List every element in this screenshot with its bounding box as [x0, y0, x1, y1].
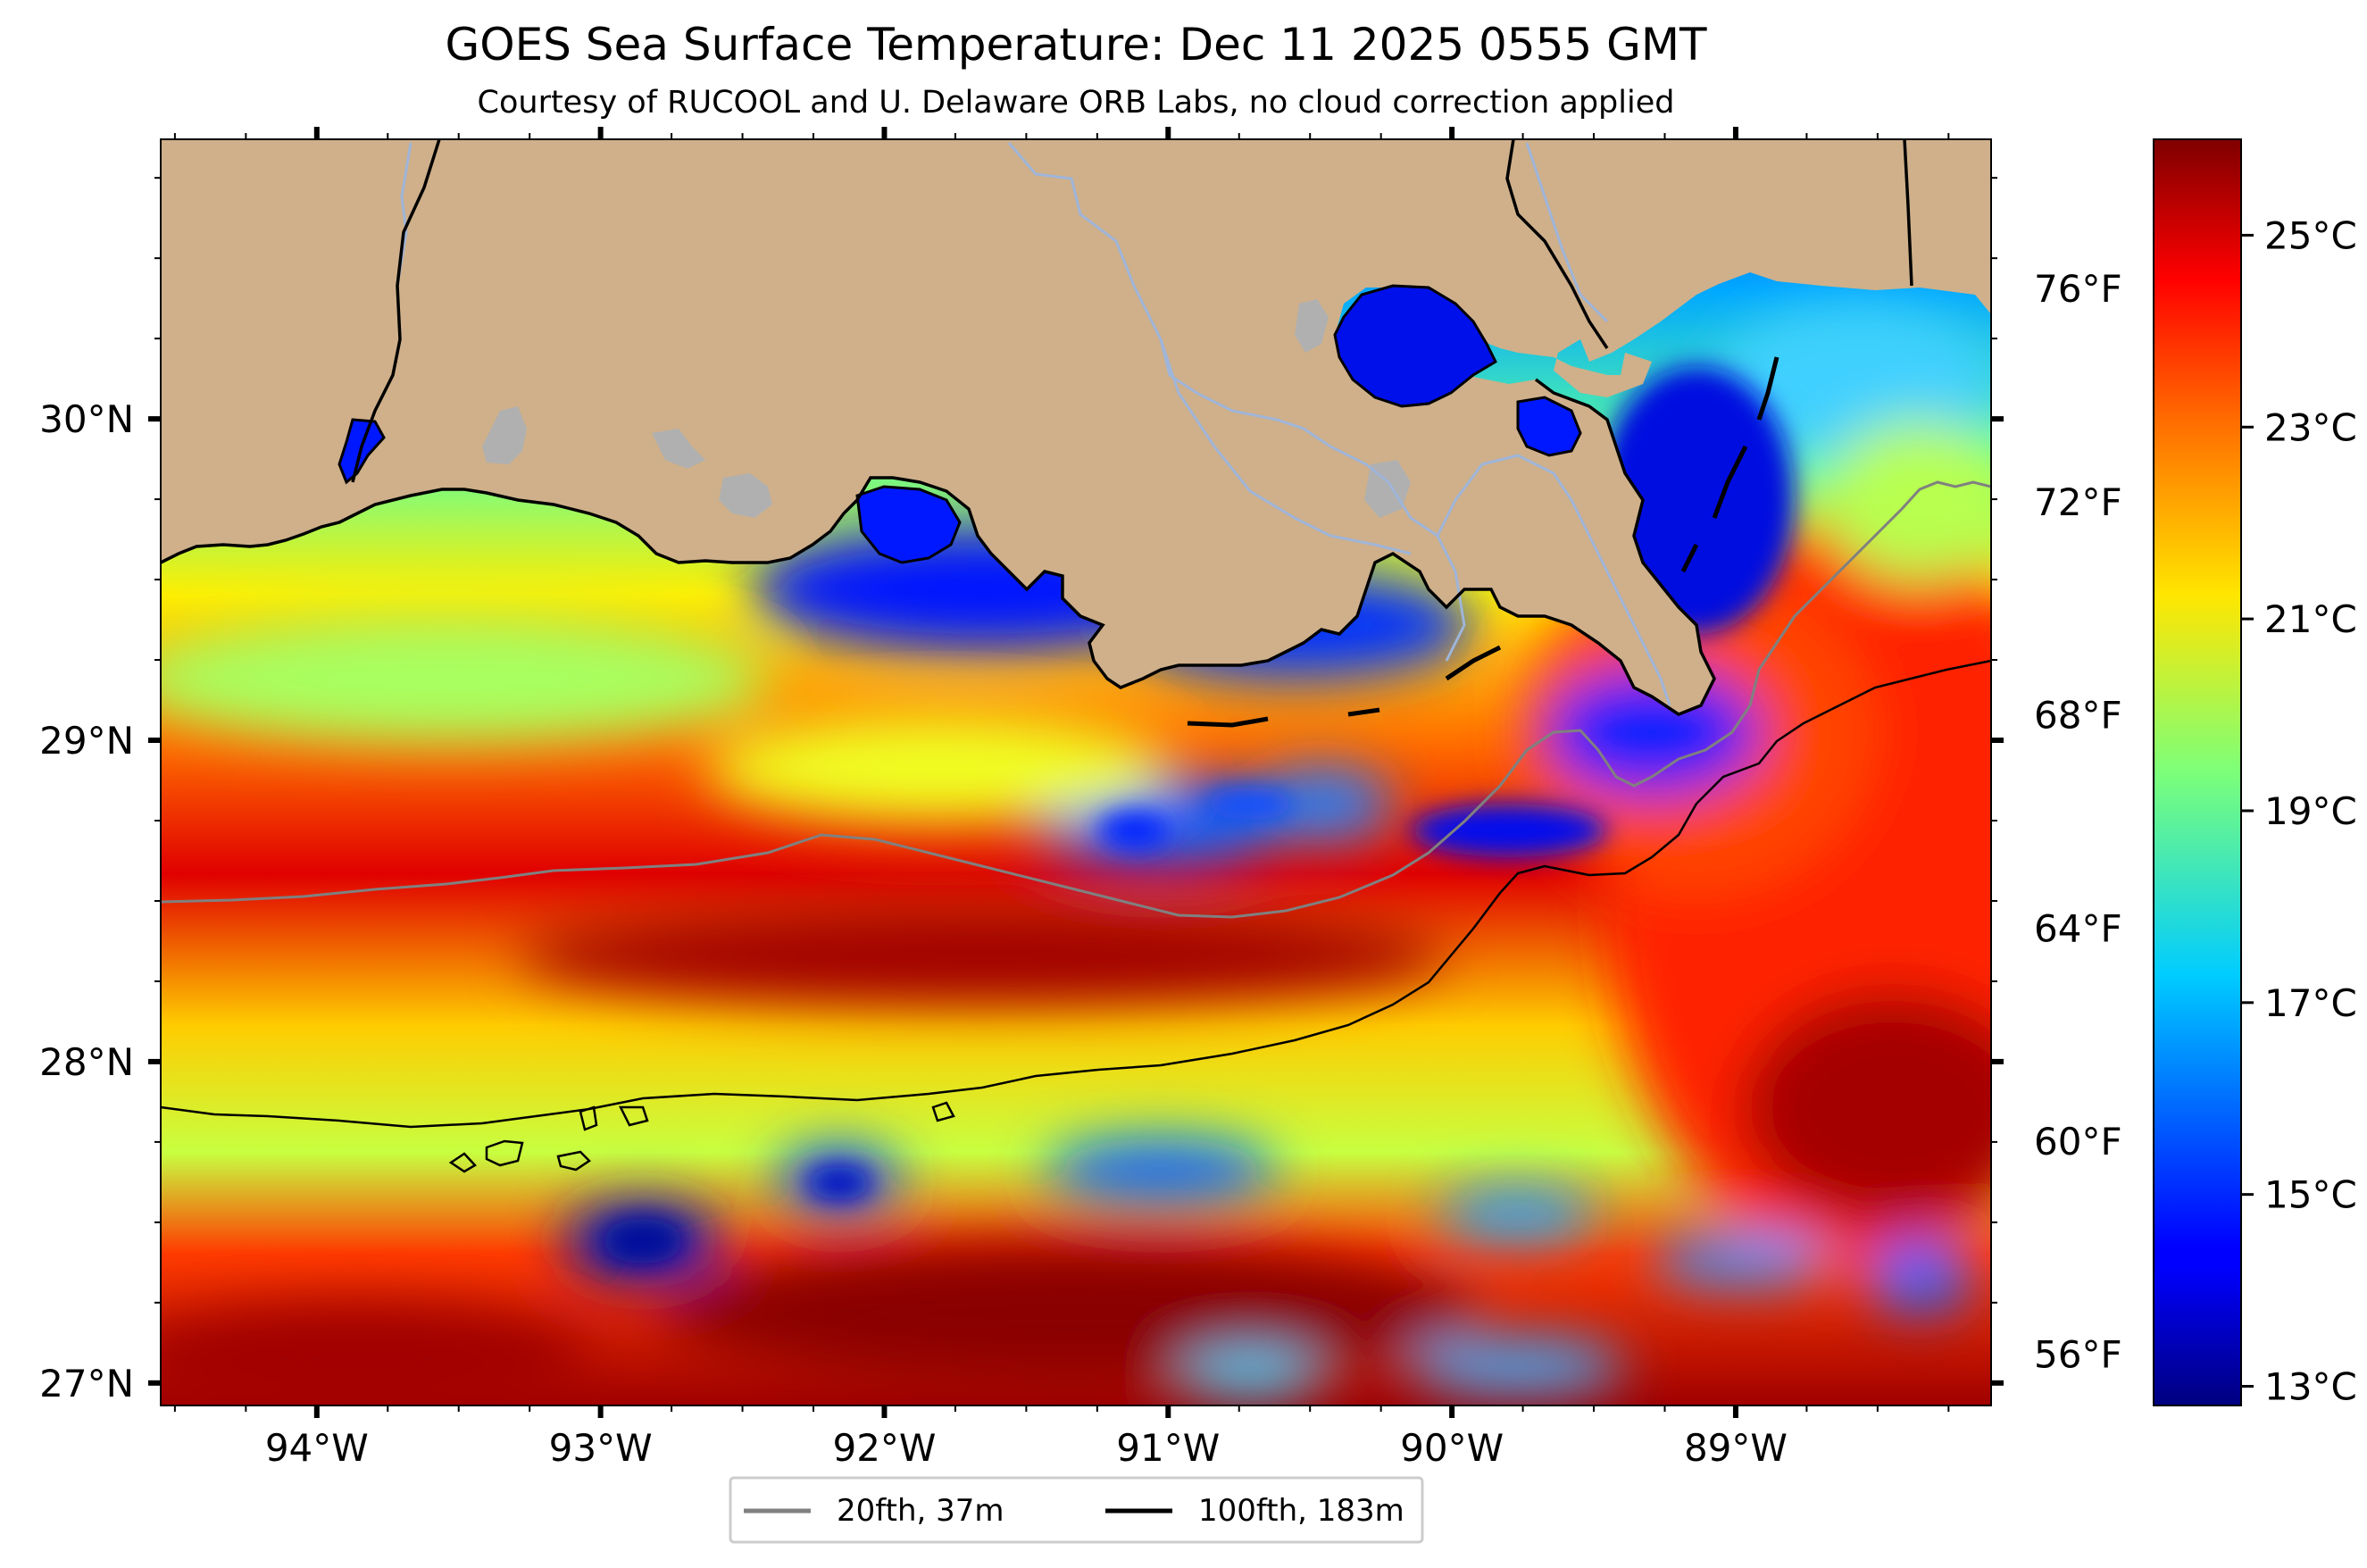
fahrenheit-tick-label: 60°F — [2034, 1120, 2122, 1163]
barrier-islands — [1187, 356, 1779, 728]
legend-label-20fth: 20fth, 37m — [837, 1493, 1004, 1529]
map-axes — [148, 127, 2004, 1418]
contour-100fth — [161, 659, 1991, 1129]
inland-lakes — [482, 299, 1411, 518]
lat-tick-label: 28°N — [39, 1040, 134, 1084]
lon-tick-label: 93°W — [549, 1426, 653, 1470]
fahrenheit-tick-label: 56°F — [2034, 1333, 2122, 1377]
lon-tick-label: 94°W — [265, 1426, 369, 1470]
lat-tick-label: 27°N — [39, 1362, 134, 1405]
legend-label-100fth: 100fth, 183m — [1198, 1493, 1404, 1529]
celsius-tick-label: 19°C — [2264, 789, 2357, 833]
celsius-tick-label: 25°C — [2264, 213, 2357, 257]
state-border-east — [1505, 139, 1609, 349]
celsius-tick-label: 13°C — [2264, 1365, 2357, 1409]
fahrenheit-tick-label: 72°F — [2034, 480, 2122, 524]
fahrenheit-tick-label: 76°F — [2034, 267, 2122, 311]
lat-tick-label: 30°N — [39, 397, 134, 441]
lat-tick-label: 29°N — [39, 719, 134, 763]
map-subtitle: Courtesy of RUCOOL and U. Delaware ORB L… — [478, 85, 1675, 121]
vermilion-bay — [855, 485, 962, 564]
map-frame — [160, 138, 1992, 1406]
lake-borgne — [1516, 396, 1582, 457]
celsius-tick-label: 15°C — [2264, 1173, 2357, 1217]
coastline — [161, 378, 1716, 716]
land-mass — [161, 139, 1991, 714]
map-panel — [161, 139, 1991, 1405]
state-border — [351, 139, 441, 483]
legend: 20fth, 37m 100fth, 183m — [729, 1476, 1424, 1544]
celsius-tick-label: 21°C — [2264, 597, 2357, 641]
celsius-tick-label: 23°C — [2264, 405, 2357, 449]
lake-pontchartrain — [1333, 284, 1497, 408]
fahrenheit-tick-label: 64°F — [2034, 906, 2122, 950]
lon-tick-label: 90°W — [1400, 1426, 1504, 1470]
map-axis-labels: 94°W 93°W 92°W 91°W 90°W 89°W 30°N 29°N 28°N 27°N — [39, 397, 1788, 1470]
colorbar — [2153, 138, 2242, 1406]
rivers — [396, 142, 1671, 706]
celsius-tick-label: 17°C — [2264, 981, 2357, 1025]
lon-tick-label: 89°W — [1684, 1426, 1788, 1470]
colorbar-ticks: 76°F 72°F 68°F 64°F 60°F 56°F 25°C 23°C 21°C 19°C… — [2034, 213, 2357, 1408]
lon-tick-label: 92°W — [832, 1426, 936, 1470]
map-title: GOES Sea Surface Temperature: Dec 11 202… — [445, 19, 1707, 71]
flower-garden-banks — [448, 1101, 955, 1173]
contour-20fth — [161, 480, 1991, 919]
fahrenheit-tick-label: 68°F — [2034, 694, 2122, 738]
lon-tick-label: 91°W — [1116, 1426, 1220, 1470]
state-border-ms-al — [1903, 139, 1913, 287]
